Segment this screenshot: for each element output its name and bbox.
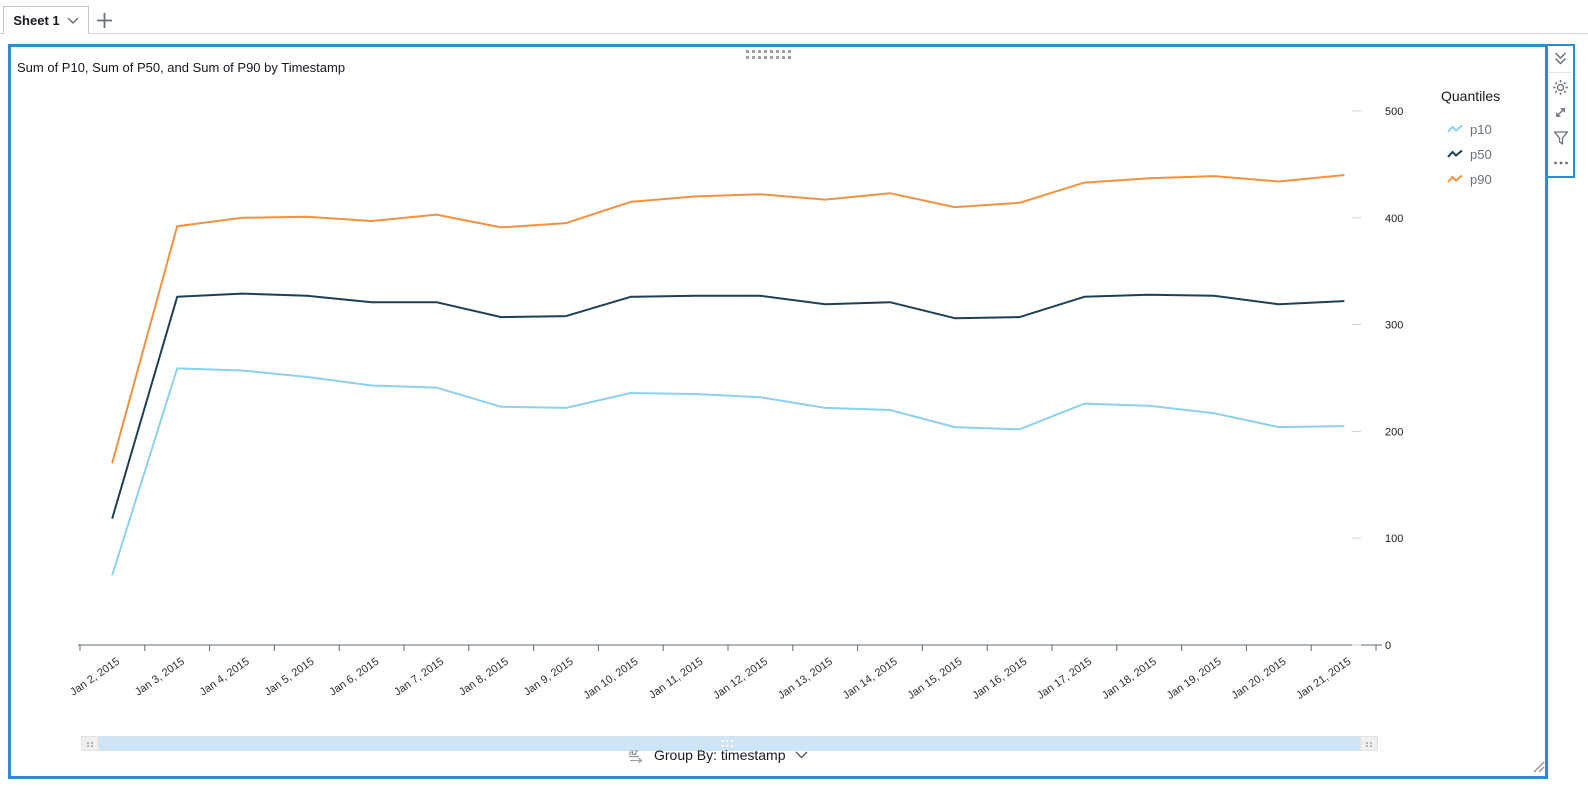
chevron-down-icon [795,751,807,759]
svg-text:az: az [629,748,639,757]
legend-item-p10[interactable]: p10 [1441,117,1551,142]
legend-item-label: p50 [1470,147,1492,162]
visual-title[interactable]: Sum of P10, Sum of P50, and Sum of P90 b… [17,60,346,75]
legend-item-p90[interactable]: p90 [1441,167,1551,192]
group-by-label: Group By: timestamp [654,747,786,763]
toolbar-divider [1549,72,1572,73]
resize-grip-icon[interactable] [1532,760,1546,779]
collapse-button[interactable] [1548,46,1573,71]
legend-item-p50[interactable]: p50 [1441,142,1551,167]
more-ellipsis-icon [1553,161,1568,164]
legend-title: Quantiles [1441,88,1501,104]
add-sheet-button[interactable] [92,8,116,32]
group-by-control[interactable]: az Group By: timestamp [628,744,808,766]
sheet-tab-label: Sheet 1 [13,13,60,28]
legend-item-label: p90 [1470,172,1492,187]
legend-line-swatch-icon [1447,124,1463,133]
tab-bar-divider [0,33,1588,34]
drag-dots-icon[interactable] [746,50,792,59]
scrollbar-grip-icon[interactable] [722,740,734,748]
settings-gear-icon [1553,80,1568,95]
chevron-down-icon[interactable] [67,17,79,24]
legend-line-swatch-icon [1447,174,1463,183]
plus-icon [96,12,112,28]
maximize-icon [1556,108,1565,117]
maximize-button[interactable] [1548,100,1573,125]
legend-item-label: p10 [1470,122,1492,137]
visual-container[interactable] [8,44,1548,779]
tab-sheet-1[interactable]: Sheet 1 [3,6,89,34]
filter-button[interactable] [1548,125,1573,150]
scrollbar-left-cap[interactable] [81,736,99,751]
filter-funnel-icon [1553,130,1568,145]
collapse-double-chevron-icon [1554,52,1567,65]
chart-horizontal-scrollbar[interactable] [81,736,1378,751]
legend-line-swatch-icon [1447,149,1463,158]
scrollbar-right-cap[interactable] [1360,736,1378,751]
more-options-button[interactable] [1548,150,1573,175]
sort-az-icon: az [629,748,643,763]
visual-menu-toolbar [1546,44,1575,178]
settings-button[interactable] [1548,75,1573,100]
chart-legend: Quantiles p10 p50 p90 [1441,88,1551,192]
